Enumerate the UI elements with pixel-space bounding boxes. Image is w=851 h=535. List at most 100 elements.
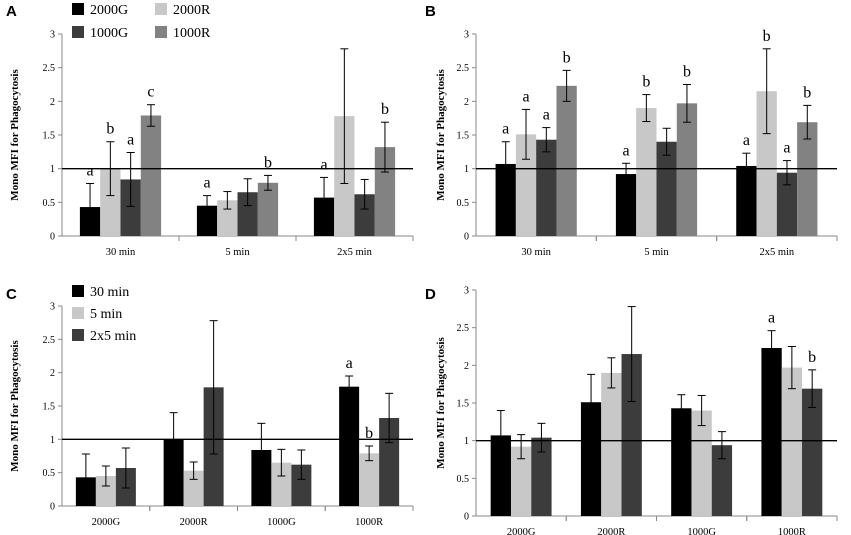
significance-letter: a: [346, 355, 353, 372]
x-category-label: 2000R: [180, 517, 208, 528]
y-axis-title: Mono MFI for Phagocytosis: [435, 337, 447, 469]
bar: [676, 103, 698, 236]
y-tick-label: 2: [50, 368, 55, 379]
y-tick-label: 0.5: [43, 468, 56, 479]
y-tick-label: 2: [464, 97, 469, 108]
y-tick-label: 1: [50, 164, 55, 175]
x-category-label: 1000G: [687, 527, 716, 535]
significance-letter: b: [803, 84, 811, 101]
y-tick-label: 3: [50, 302, 55, 313]
bar: [621, 354, 642, 516]
bar: [536, 139, 557, 236]
bar: [802, 388, 823, 516]
legend-label: 2000R: [173, 3, 211, 18]
bar: [379, 418, 400, 506]
significance-letter: b: [808, 349, 816, 366]
bar: [736, 165, 757, 236]
bar: [140, 115, 162, 236]
y-tick-label: 2: [50, 97, 55, 108]
y-tick-label: 0.5: [457, 198, 470, 209]
y-tick-label: 3: [50, 30, 55, 41]
y-tick-label: 2.5: [457, 63, 470, 74]
y-tick-label: 0.5: [457, 474, 470, 485]
bar: [711, 445, 733, 516]
panel-letter: D: [425, 286, 436, 303]
bar: [756, 91, 777, 236]
significance-letter: a: [203, 175, 210, 192]
y-tick-label: 2.5: [457, 323, 470, 334]
panel-b: B Mono MFI for Phagocytosis 0 0.5 1 1.5 2 2.5 3 3…: [425, 3, 838, 258]
significance-letter: b: [381, 101, 389, 118]
bar: [495, 163, 516, 236]
legend-label: 2000G: [90, 3, 128, 18]
legend-swatch: [155, 26, 167, 38]
bar: [797, 122, 818, 236]
legend-swatch: [72, 329, 84, 341]
x-category-label: 1000R: [778, 527, 806, 535]
bar: [515, 134, 537, 236]
bar: [601, 372, 622, 516]
bar: [781, 367, 803, 516]
bar: [237, 192, 258, 236]
bar: [257, 182, 279, 236]
legend-swatch: [72, 3, 84, 15]
legend-label: 30 min: [90, 285, 129, 300]
x-category-label: 2x5 min: [759, 247, 794, 258]
bar: [510, 446, 532, 516]
bar: [374, 147, 396, 236]
y-tick-label: 2.5: [43, 63, 56, 74]
significance-letter: b: [642, 74, 650, 91]
x-category-label: 2000G: [507, 527, 536, 535]
bar: [354, 194, 375, 236]
legend: 2000G 2000R 1000G 1000R: [72, 3, 211, 41]
bar: [196, 205, 218, 236]
y-tick-label: 0: [50, 502, 55, 513]
y-tick-label: 1.5: [43, 131, 56, 142]
panel-letter: A: [6, 3, 17, 20]
panel-letter: C: [6, 286, 17, 303]
y-tick-label: 1.5: [457, 399, 470, 410]
x-category-label: 2000G: [92, 517, 121, 528]
y-tick-label: 2.5: [43, 335, 56, 346]
y-tick-label: 1: [50, 435, 55, 446]
y-tick-label: 0.5: [43, 198, 56, 209]
bar: [251, 450, 272, 506]
significance-letter: a: [86, 162, 93, 179]
y-tick-label: 1.5: [43, 402, 56, 413]
x-category-label: 1000R: [355, 517, 383, 528]
y-tick-label: 3: [464, 286, 469, 297]
bar: [761, 348, 782, 516]
y-tick-label: 1.5: [457, 131, 470, 142]
y-tick-label: 0: [50, 232, 55, 243]
significance-letter: a: [522, 88, 529, 105]
bar: [656, 141, 677, 236]
x-category-label: 30 min: [521, 247, 551, 258]
significance-letter: b: [683, 64, 691, 81]
significance-letter: a: [502, 121, 509, 138]
significance-letter: b: [563, 49, 571, 66]
significance-letter: b: [763, 28, 771, 45]
significance-letter: b: [365, 425, 373, 442]
significance-letter: b: [264, 154, 272, 171]
x-category-label: 2000R: [597, 527, 625, 535]
bar: [556, 85, 577, 236]
legend-swatch: [72, 307, 84, 319]
x-category-label: 1000G: [267, 517, 296, 528]
y-axis-title: Mono MFI for Phagocytosis: [435, 69, 447, 201]
panel-c: C Mono MFI for Phagocytosis 0 0.5 1 1.5 2 2.5 3 2…: [6, 285, 414, 528]
significance-letter: a: [127, 132, 134, 149]
legend-label: 2x5 min: [90, 329, 136, 344]
bar: [339, 386, 360, 506]
bar: [95, 476, 116, 506]
bar: [291, 464, 312, 506]
bar: [615, 174, 637, 236]
legend-swatch: [72, 285, 84, 297]
significance-letter: b: [106, 121, 114, 138]
legend-swatch: [155, 3, 167, 15]
y-axis-title: Mono MFI for Phagocytosis: [9, 69, 21, 201]
y-tick-label: 3: [464, 30, 469, 41]
bar: [217, 200, 238, 236]
bar: [120, 179, 141, 236]
bar: [636, 108, 657, 236]
